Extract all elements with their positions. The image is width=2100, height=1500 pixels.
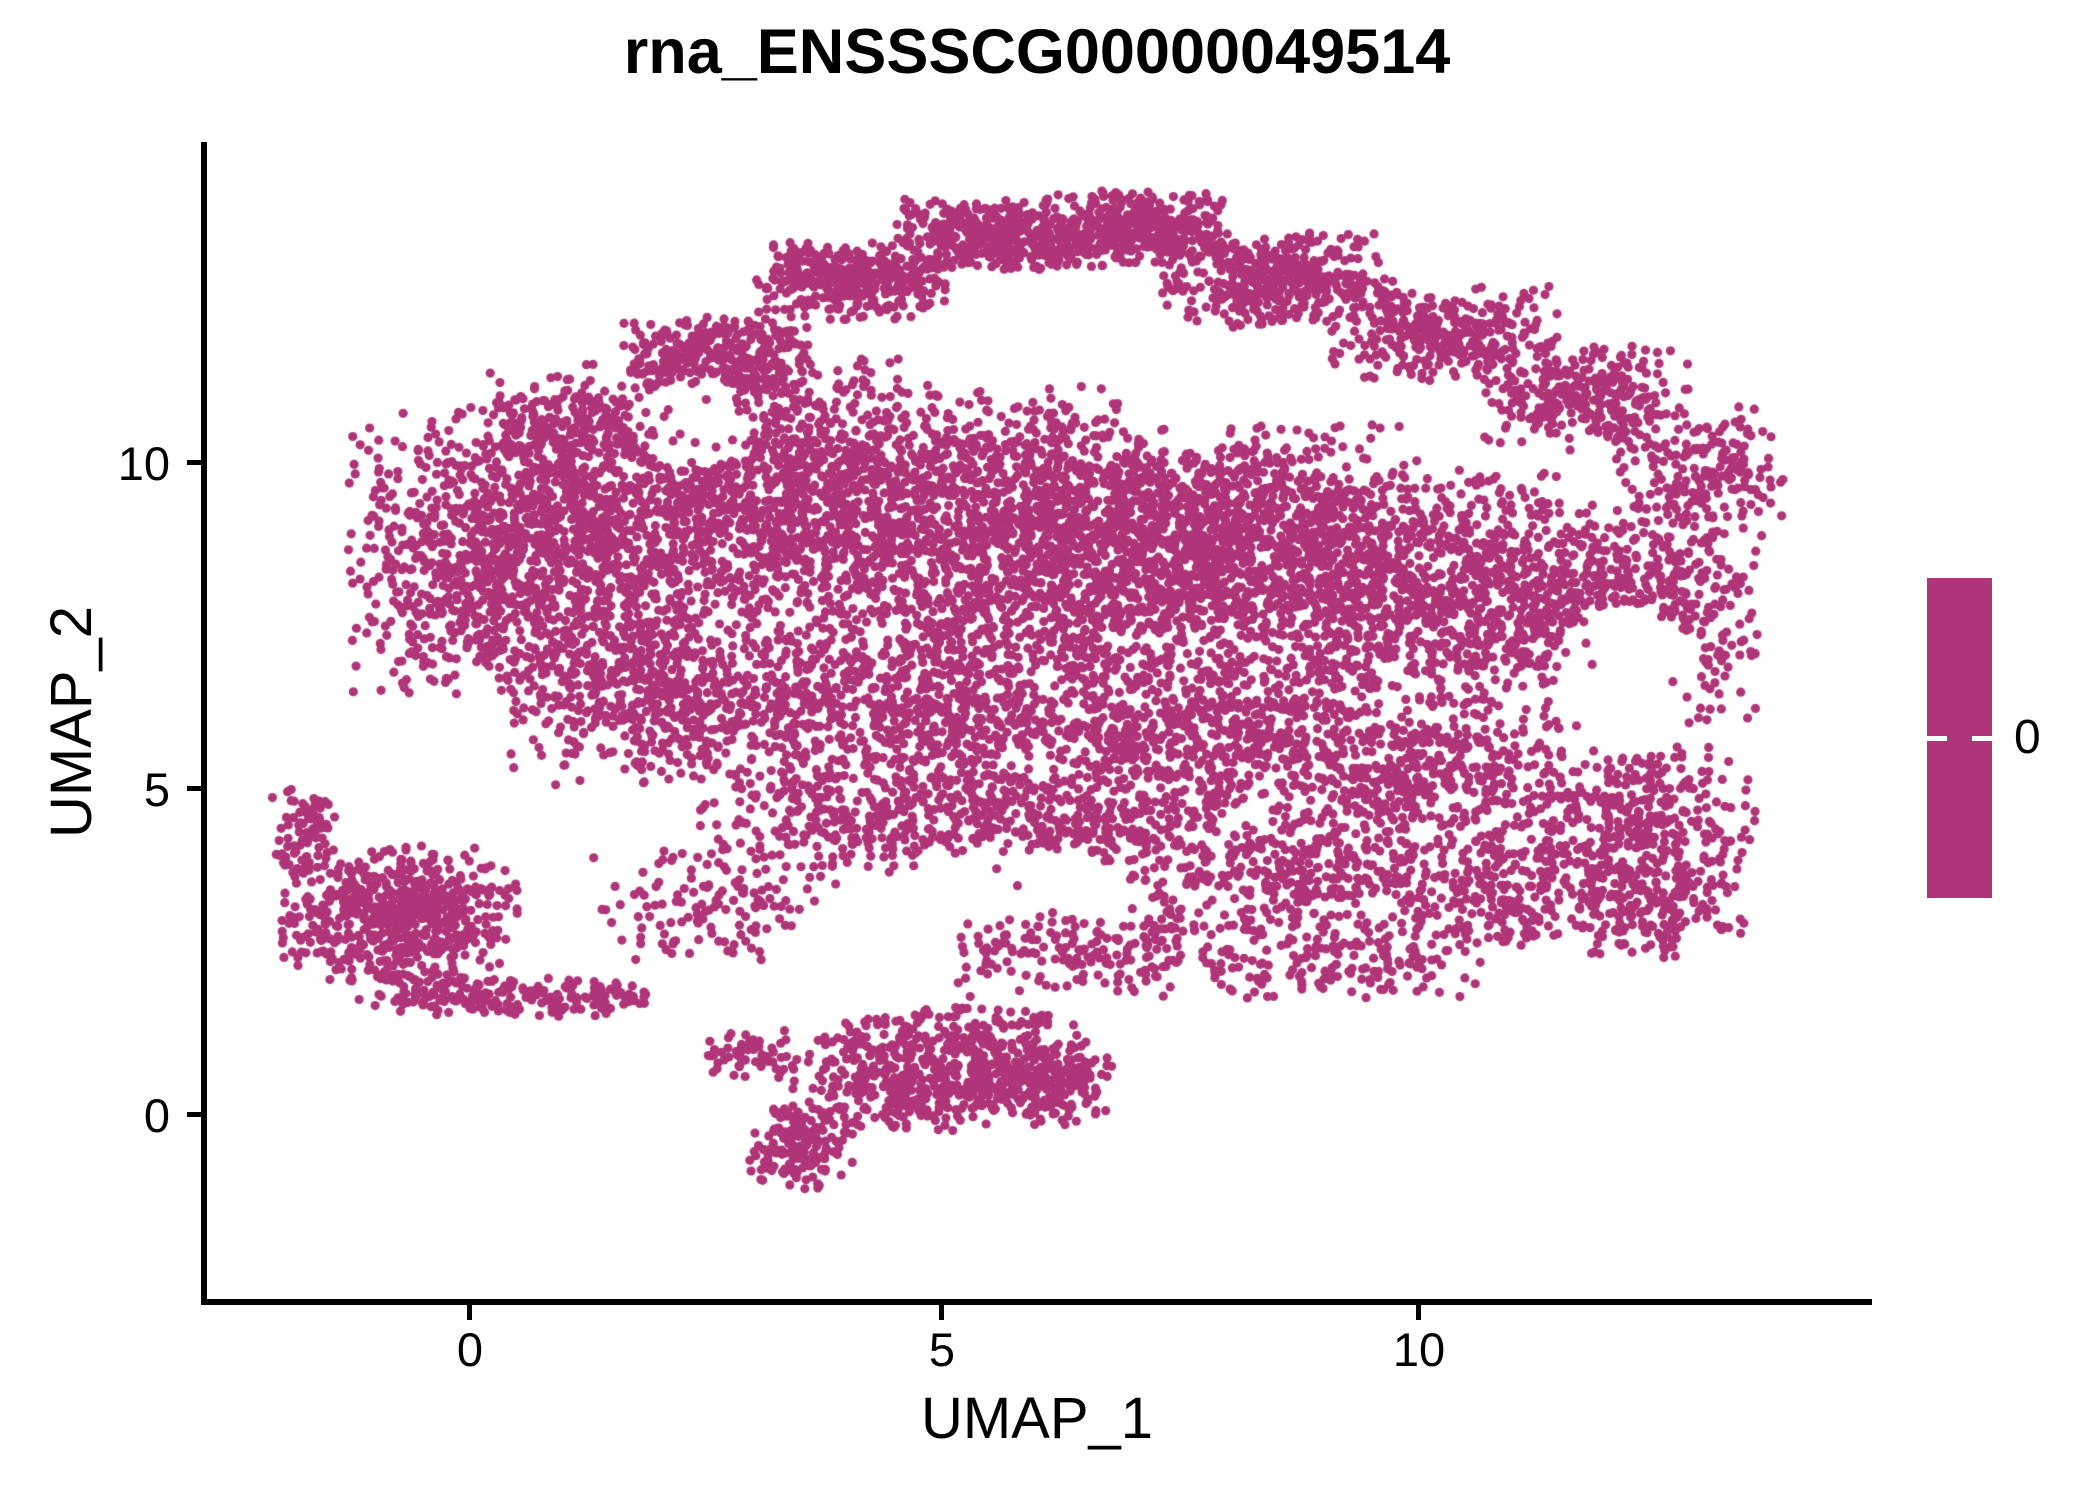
- colorbar-tick-right-icon: [1972, 736, 1992, 741]
- x-tick-label-0: 0: [456, 1323, 484, 1376]
- colorbar-tick-left-icon: [1927, 736, 1947, 741]
- plot-title: rna_ENSSSCG00000049514: [623, 17, 1451, 87]
- y-tick-mark-5: [187, 786, 204, 791]
- legend-value-label: 0: [2014, 711, 2041, 764]
- y-tick-mark-0: [187, 1112, 204, 1117]
- x-tick-label-10: 10: [1392, 1323, 1446, 1376]
- y-tick-label-5: 5: [143, 763, 170, 816]
- x-tick-label-5: 5: [928, 1323, 956, 1376]
- y-tick-label-0: 0: [143, 1089, 170, 1142]
- y-axis-line: [201, 142, 207, 1305]
- x-tick-mark-5: [939, 1303, 944, 1320]
- y-tick-mark-10: [187, 460, 204, 465]
- x-axis-title: UMAP_1: [920, 1386, 1154, 1451]
- x-tick-mark-10: [1416, 1303, 1421, 1320]
- y-axis-title: UMAP_2: [39, 605, 104, 839]
- y-tick-label-10: 10: [117, 437, 170, 490]
- x-tick-mark-0: [467, 1303, 472, 1320]
- legend-colorbar: [1927, 578, 1992, 898]
- x-axis-line: [201, 1299, 1872, 1305]
